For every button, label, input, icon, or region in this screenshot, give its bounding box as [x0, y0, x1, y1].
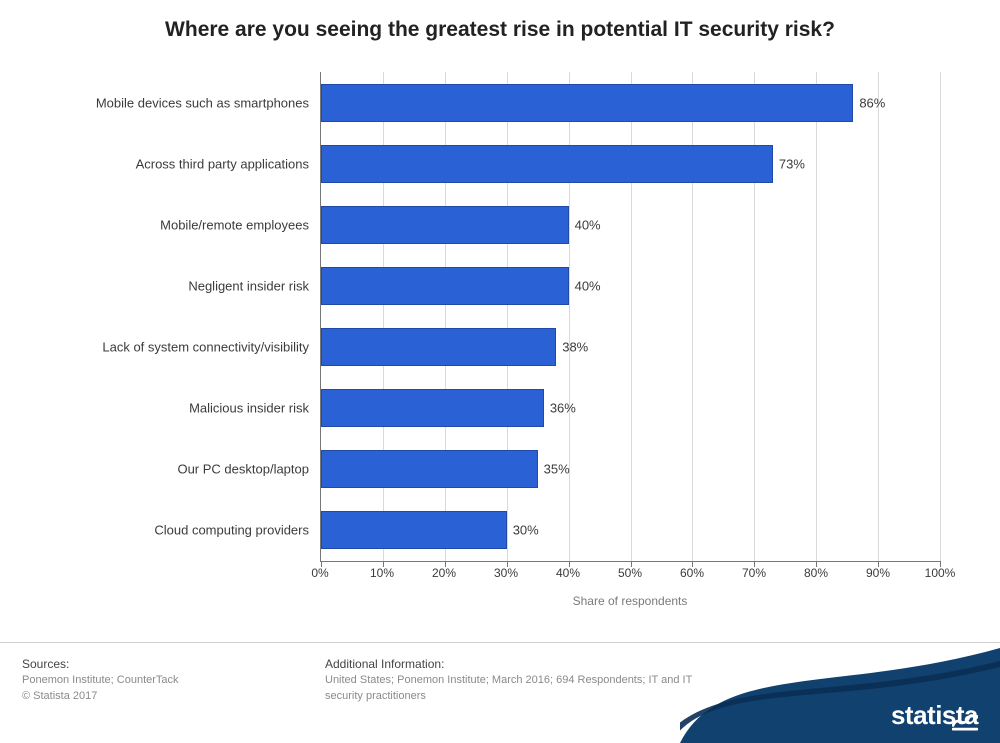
additional-heading: Additional Information:: [325, 657, 695, 671]
x-tick-label: 70%: [742, 566, 766, 580]
bar-value-label: 30%: [513, 523, 539, 538]
x-tick-label: 0%: [311, 566, 328, 580]
brand-wave-icon: [952, 709, 978, 731]
brand-swoosh: statista: [680, 643, 1000, 743]
bar-row: 30%: [321, 511, 940, 549]
grid-line: [940, 72, 941, 561]
category-label: Negligent insider risk: [29, 278, 309, 293]
bar-row: 73%: [321, 145, 940, 183]
bar-row: 40%: [321, 206, 940, 244]
plot-region: 86%Mobile devices such as smartphones73%…: [320, 72, 940, 562]
bar: [321, 511, 507, 549]
bar-value-label: 86%: [859, 95, 885, 110]
sources-text: Ponemon Institute; CounterTack: [22, 674, 179, 686]
category-label: Across third party applications: [29, 156, 309, 171]
bar: [321, 328, 556, 366]
sources-block: Sources: Ponemon Institute; CounterTack …: [22, 657, 302, 705]
x-tick-label: 10%: [370, 566, 394, 580]
bar-value-label: 38%: [562, 340, 588, 355]
brand-logo: statista: [891, 700, 978, 731]
category-label: Mobile devices such as smartphones: [29, 95, 309, 110]
x-tick-label: 30%: [494, 566, 518, 580]
bar-row: 86%: [321, 84, 940, 122]
bar: [321, 450, 538, 488]
copyright-text: © Statista 2017: [22, 690, 97, 702]
bar: [321, 84, 853, 122]
sources-body: Ponemon Institute; CounterTack © Statist…: [22, 673, 302, 705]
x-tick-label: 100%: [925, 566, 956, 580]
bar: [321, 206, 569, 244]
bar-value-label: 40%: [575, 278, 601, 293]
bar-row: 36%: [321, 389, 940, 427]
x-axis-labels: 0%10%20%30%40%50%60%70%80%90%100%: [320, 566, 940, 584]
x-tick-label: 90%: [866, 566, 890, 580]
chart-area: 86% Mobile devices such as smartphones 73%…: [30, 62, 970, 622]
footer: Sources: Ponemon Institute; CounterTack …: [0, 642, 1000, 743]
bar-value-label: 35%: [544, 462, 570, 477]
bar-value-label: 36%: [550, 401, 576, 416]
bar-row: 40%: [321, 267, 940, 305]
bar-row: 35%: [321, 450, 940, 488]
category-label: Cloud computing providers: [29, 523, 309, 538]
category-label: Lack of system connectivity/visibility: [29, 340, 309, 355]
chart-title: Where are you seeing the greatest rise i…: [0, 0, 1000, 52]
x-tick-label: 20%: [432, 566, 456, 580]
additional-info-block: Additional Information: United States; P…: [325, 657, 695, 705]
x-tick-label: 60%: [680, 566, 704, 580]
x-tick-label: 80%: [804, 566, 828, 580]
x-tick-label: 40%: [556, 566, 580, 580]
bar: [321, 145, 773, 183]
bar-row: 38%: [321, 328, 940, 366]
category-label: Malicious insider risk: [29, 401, 309, 416]
x-axis-title: Share of respondents: [320, 594, 940, 608]
category-label: Mobile/remote employees: [29, 217, 309, 232]
x-tick-label: 50%: [618, 566, 642, 580]
additional-body: United States; Ponemon Institute; March …: [325, 673, 695, 705]
bar-value-label: 73%: [779, 156, 805, 171]
bar-value-label: 40%: [575, 217, 601, 232]
bar: [321, 267, 569, 305]
bar: [321, 389, 544, 427]
category-label: Our PC desktop/laptop: [29, 462, 309, 477]
sources-heading: Sources:: [22, 657, 302, 671]
